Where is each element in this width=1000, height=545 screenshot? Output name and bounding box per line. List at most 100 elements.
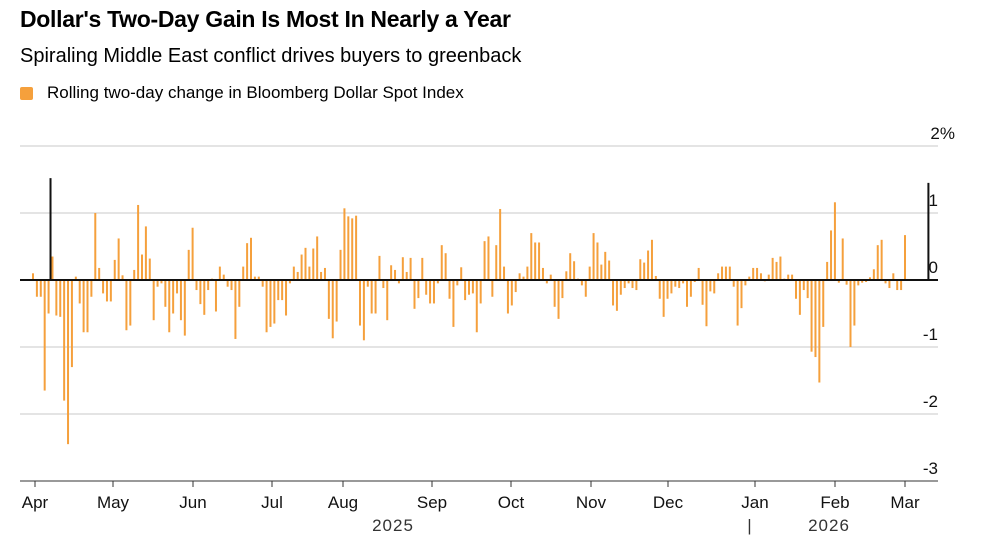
- bar: [148, 258, 151, 280]
- bar: [207, 280, 210, 291]
- bar: [717, 273, 720, 280]
- bar: [242, 266, 245, 280]
- bar: [230, 280, 233, 291]
- bar: [417, 280, 420, 299]
- bar: [604, 251, 607, 280]
- bar: [133, 269, 136, 280]
- bar: [495, 245, 498, 280]
- bar: [323, 267, 326, 280]
- bar: [880, 239, 883, 280]
- bar: [534, 242, 537, 280]
- bar: [631, 280, 634, 289]
- bar: [900, 280, 903, 291]
- bar: [102, 280, 105, 294]
- bar: [596, 242, 599, 280]
- bar: [32, 273, 34, 280]
- bar: [98, 267, 101, 280]
- bar: [401, 257, 404, 280]
- bar: [565, 271, 568, 280]
- bar: [109, 280, 112, 302]
- bar: [510, 280, 513, 306]
- bar: [775, 261, 778, 280]
- bar: [218, 266, 221, 280]
- bar: [273, 280, 276, 324]
- bar: [779, 256, 782, 280]
- bar: [689, 280, 692, 297]
- bar: [292, 266, 295, 280]
- bar: [468, 280, 470, 295]
- bar: [203, 280, 206, 315]
- bar: [394, 269, 397, 280]
- bar: [347, 216, 350, 280]
- y-tick-label: -1: [923, 325, 938, 344]
- bar: [253, 276, 256, 280]
- bar: [39, 280, 42, 297]
- x-tick-label: Jun: [179, 493, 206, 512]
- bar: [464, 280, 467, 301]
- bar: [199, 280, 202, 305]
- bar: [425, 280, 428, 295]
- bar: [627, 280, 630, 284]
- bar: [557, 280, 560, 319]
- bar: [791, 274, 794, 280]
- bar: [600, 264, 603, 280]
- bar: [798, 280, 801, 315]
- bar: [105, 280, 108, 302]
- bar: [125, 280, 128, 331]
- bar: [865, 280, 868, 283]
- bar: [90, 280, 93, 297]
- bar: [152, 280, 155, 321]
- x-tick-label: Sep: [417, 493, 447, 512]
- bar: [378, 255, 381, 280]
- legend-swatch: [20, 86, 33, 100]
- y-tick-label: -2: [923, 392, 938, 411]
- bar: [849, 280, 852, 347]
- bar: [362, 280, 365, 341]
- x-tick-label: Mar: [890, 493, 920, 512]
- bar: [506, 280, 509, 314]
- bar: [635, 280, 638, 291]
- bar: [709, 280, 712, 292]
- bar: [841, 238, 844, 280]
- bar: [366, 280, 369, 287]
- chart-subtitle: Spiraling Middle East conflict drives bu…: [20, 45, 522, 67]
- bar: [569, 253, 572, 280]
- bar: [541, 267, 544, 280]
- bar: [405, 271, 408, 280]
- bar: [833, 202, 836, 280]
- x-tick-label: May: [97, 493, 130, 512]
- bar: [382, 280, 385, 289]
- bar: [724, 266, 727, 280]
- bar: [740, 280, 743, 309]
- bar: [390, 265, 393, 280]
- bar: [647, 250, 650, 280]
- bar: [55, 280, 58, 316]
- bar: [650, 239, 653, 280]
- bar: [160, 280, 163, 284]
- bar: [257, 276, 260, 280]
- bar: [141, 254, 143, 280]
- bar: [588, 266, 591, 280]
- bar: [265, 280, 268, 333]
- bar: [736, 280, 739, 326]
- bar: [156, 280, 159, 287]
- bar: [608, 260, 611, 280]
- bar: [429, 280, 432, 304]
- bar: [787, 274, 790, 280]
- bar: [830, 230, 833, 280]
- bar: [732, 280, 735, 287]
- y-tick-label: 2%: [930, 124, 955, 143]
- bar: [144, 226, 147, 280]
- bar: [818, 280, 821, 383]
- bar: [670, 280, 673, 294]
- bar: [331, 280, 334, 339]
- chart-title: Dollar's Two-Day Gain Is Most In Nearly …: [20, 6, 511, 32]
- bar: [658, 280, 661, 299]
- bar: [705, 280, 708, 327]
- bar: [312, 248, 315, 280]
- bar: [86, 280, 89, 333]
- bar: [693, 280, 696, 283]
- bar: [810, 280, 813, 352]
- bar: [475, 280, 478, 333]
- bar: [514, 280, 517, 293]
